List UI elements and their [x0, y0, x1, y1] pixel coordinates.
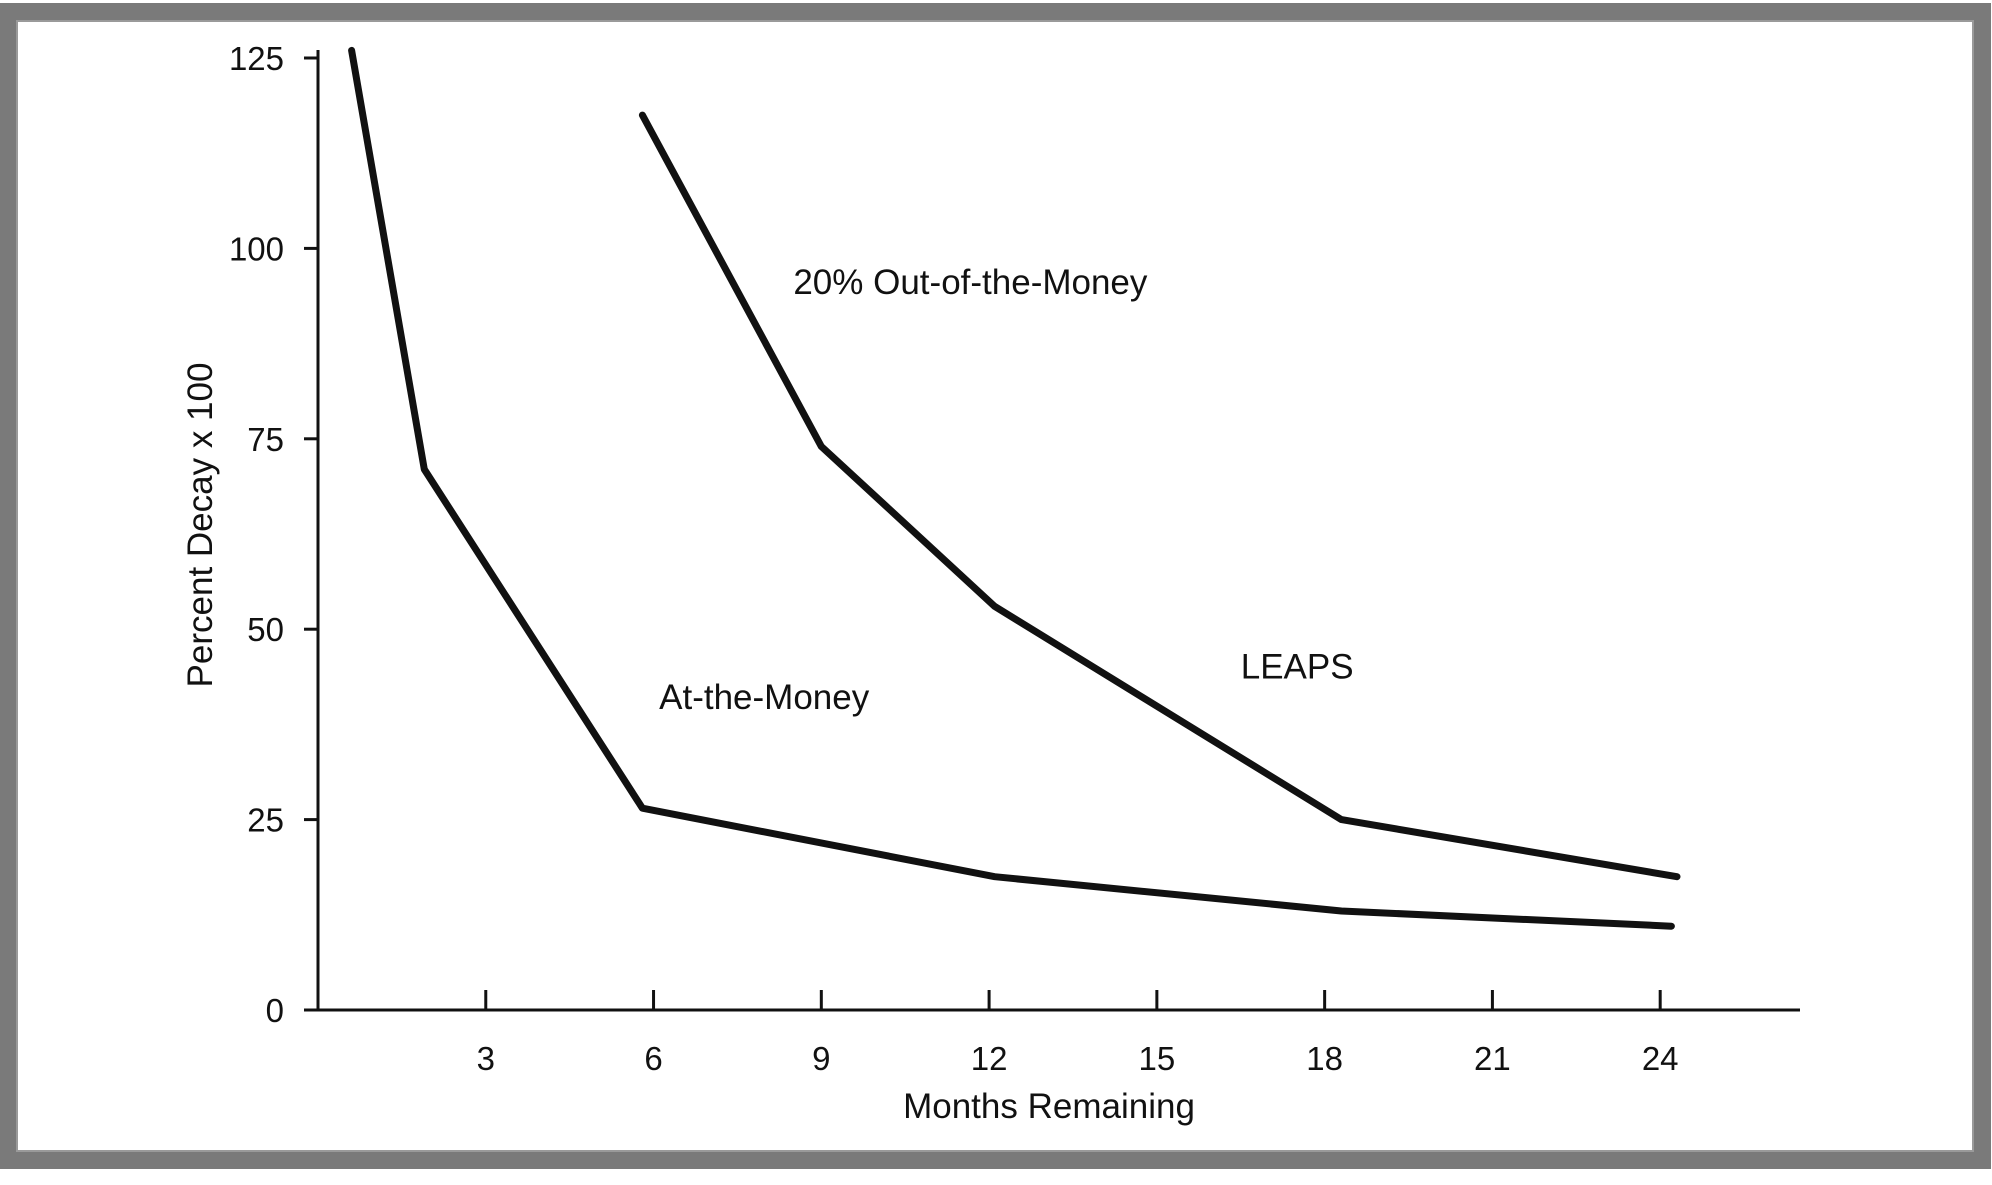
- ticks: 0 25 50 75 100 125 3 6 9 12 15 18 21 24: [229, 40, 1679, 1077]
- y-tick-label: 125: [229, 40, 284, 77]
- annotations: 20% Out-of-the-Money LEAPS At-the-Money: [659, 263, 1353, 717]
- x-tick-label: 21: [1474, 1040, 1511, 1077]
- axes: [316, 50, 1800, 1012]
- x-tick-label: 15: [1139, 1040, 1176, 1077]
- series-line-at-the-money: [348, 46, 1675, 930]
- annotation-leaps-label: LEAPS: [1241, 648, 1354, 687]
- x-axis-label: Months Remaining: [903, 1087, 1195, 1126]
- series-lines: [348, 46, 1681, 930]
- y-tick-label: 100: [229, 230, 284, 267]
- x-tick-label: 12: [971, 1040, 1008, 1077]
- y-tick-label: 0: [266, 992, 284, 1029]
- y-tick-label: 50: [247, 611, 284, 648]
- outer-border: [0, 3, 1991, 1169]
- annotation-atm-label: At-the-Money: [659, 678, 870, 717]
- x-tick-label: 24: [1642, 1040, 1679, 1077]
- inner-border: [16, 20, 1974, 1152]
- x-tick-label: 6: [644, 1040, 662, 1077]
- y-tick-label: 25: [247, 802, 284, 839]
- x-tick-label: 9: [812, 1040, 830, 1077]
- x-tick-label: 3: [477, 1040, 495, 1077]
- x-tick-label: 18: [1306, 1040, 1343, 1077]
- series-line-out-of-the-money: [638, 111, 1681, 881]
- y-axis-label: Percent Decay x 100: [181, 363, 220, 688]
- y-tick-label: 75: [247, 421, 284, 458]
- annotation-otm-label: 20% Out-of-the-Money: [793, 263, 1148, 302]
